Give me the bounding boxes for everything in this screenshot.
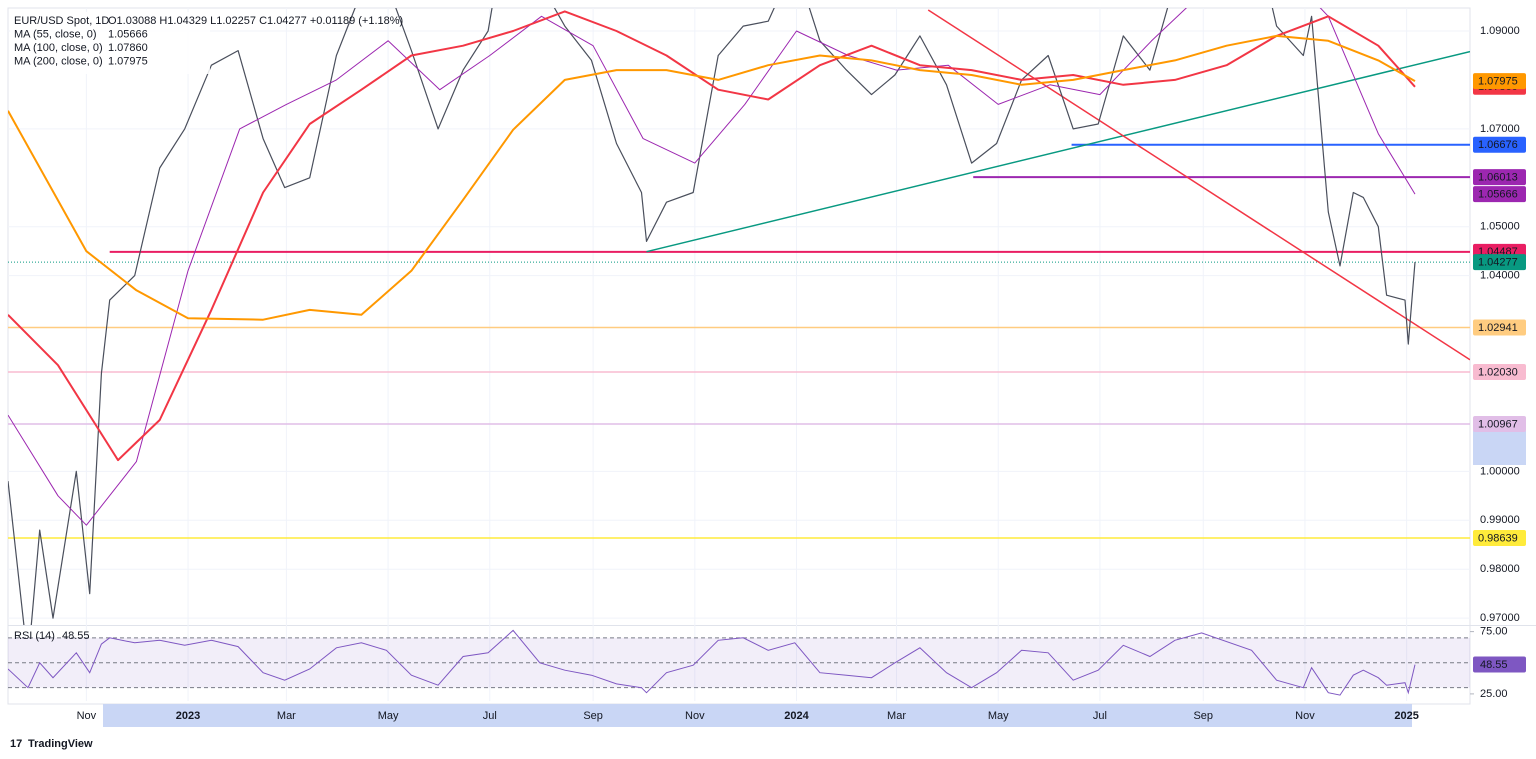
x-tick-label: Mar [277,710,296,722]
symbol-title: EUR/USD Spot, 1D [14,15,109,27]
level-tag-bg [1473,364,1526,381]
time-range-highlight [103,704,1412,727]
legend-entry: MA (200, close, 0) [14,55,103,67]
x-tick-label: 2023 [176,710,200,722]
y-tick-label: 0.99000 [1480,514,1520,526]
moving-average [8,10,1416,462]
brand-name: TradingView [28,738,93,750]
brand-logo: 17 [10,738,22,750]
last-price-tag: 1.04277 [1478,256,1518,268]
y-tick-label: 0.97000 [1480,612,1520,624]
legend-bg [10,12,210,74]
rsi-tag: 48.55 [1480,659,1508,671]
x-tick-label: Nov [1295,710,1315,722]
levels [8,143,1470,539]
level-tag-bg [1473,136,1526,153]
rsi-tag-bg [1473,656,1526,673]
ma-tag: 1.07975 [1478,76,1518,88]
rsi-value: 48.55 [62,630,90,642]
legend-value: 1.07860 [108,42,148,54]
x-tick-label: 2025 [1394,710,1418,722]
x-tick-label: Sep [583,710,603,722]
level-tag: 1.02941 [1478,322,1518,334]
level-tag-bg [1473,416,1526,433]
ma-tag-bg [1473,73,1526,90]
quote: O1.03088 H1.04329 L1.02257 C1.04277 +0.0… [108,15,403,27]
legend: EUR/USD Spot, 1D O1.03088 H1.04329 L1.02… [10,12,403,74]
tags: 1.066761.060131.044871.029411.020301.009… [1473,73,1526,673]
y-tick-label: 1.00000 [1480,465,1520,477]
y-tick-label: 1.09000 [1480,25,1520,37]
level-tag: 1.06676 [1478,139,1518,151]
ma-tag-bg [1473,186,1526,203]
brand: 17 TradingView [10,738,93,750]
moving-average [8,8,1416,526]
y-tick-label: 1.04000 [1480,270,1520,282]
legend-entry: MA (100, close, 0) [14,42,103,54]
x-tick-label: May [988,710,1009,722]
legend-value: 1.05666 [108,28,148,40]
level-tag-bg [1473,529,1526,546]
x-tick-label: Jul [483,710,497,722]
rsi-tick-label: 75.00 [1480,626,1508,638]
axes: Nov 2023 Mar May Jul Sep Nov 2024 Mar May Jul Sep No… [77,25,1520,722]
last-price-tag-bg [1473,254,1526,271]
level-tag: 1.00967 [1478,418,1518,430]
grid [8,8,1470,701]
legend-value: 1.07975 [108,55,148,67]
level-tag: 1.06013 [1478,172,1518,184]
rsi-title: RSI (14) [14,630,55,642]
x-tick-label: Nov [685,710,705,722]
x-tick-label: 2024 [784,710,809,722]
moving-average [8,34,1416,321]
y-tick-label: 1.05000 [1480,221,1520,233]
x-tick-label: Mar [887,710,906,722]
rsi-line [8,629,1416,696]
trendline [927,9,1470,361]
level-tag-bg [1473,319,1526,336]
ma-tag: 1.05666 [1478,189,1518,201]
trendline [646,50,1470,253]
y-tick-label: 1.07000 [1480,123,1520,135]
price-pane [8,8,1470,625]
x-tick-label: Jul [1093,710,1107,722]
price-range-highlight [1473,431,1526,465]
x-tick-label: May [378,710,399,722]
rsi-clip-group [8,629,1416,696]
legend-entry: MA (55, close, 0) [14,28,97,40]
level-tag-bg [1473,169,1526,186]
y-tick-label: 0.98000 [1480,563,1520,575]
level-tag: 0.98639 [1478,532,1518,544]
x-tick-label: Sep [1193,710,1213,722]
rsi-pane: RSI (14) 48.55 [8,629,1470,696]
x-tick-label: Nov [77,710,97,722]
level-tag: 1.02030 [1478,366,1518,378]
rsi-tick-label: 25.00 [1480,688,1508,700]
